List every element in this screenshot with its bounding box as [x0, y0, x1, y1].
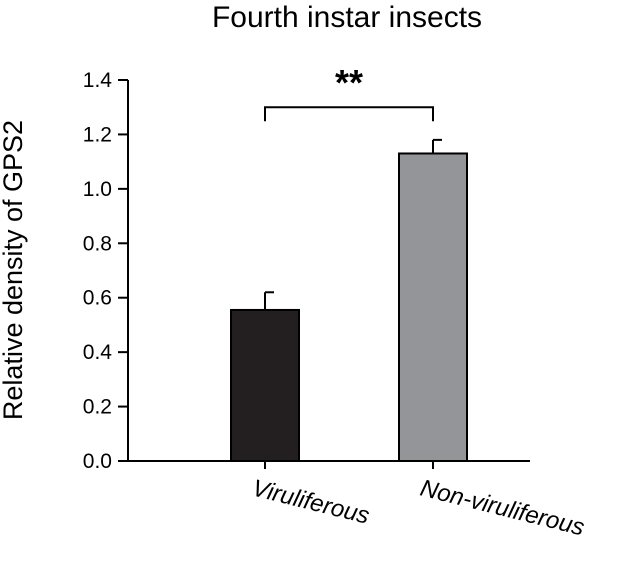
- y-tick-label: 1.4: [83, 69, 113, 92]
- significance-bracket: [264, 106, 434, 122]
- x-tick-labels: Viruliferous Non-viruliferous: [250, 461, 588, 542]
- bar-non-viruliferous: [398, 152, 468, 462]
- chart-title: Fourth instar insects: [212, 1, 482, 34]
- y-tick-label: 1.0: [83, 178, 112, 201]
- significance-label: **: [335, 62, 363, 103]
- y-axis-label: Relative density of GPS2: [0, 120, 28, 420]
- axes: [127, 80, 530, 462]
- y-ticks: 0.0 0.2 0.4 0.6 0.8 1.0 1.2 1.4: [83, 69, 128, 473]
- bar-viruliferous: [230, 308, 300, 463]
- y-tick-label: 0.0: [83, 450, 112, 473]
- y-tick-label: 0.4: [83, 341, 113, 364]
- x-tick-label: Viruliferous: [250, 475, 373, 530]
- bars: [230, 138, 468, 463]
- y-tick-label: 0.6: [83, 287, 112, 310]
- y-tick-label: 0.2: [83, 396, 112, 419]
- y-tick-label: 1.2: [83, 123, 112, 146]
- y-tick-label: 0.8: [83, 232, 112, 255]
- significance-marker: **: [264, 62, 434, 122]
- x-tick-label: Non-viruliferous: [418, 475, 588, 542]
